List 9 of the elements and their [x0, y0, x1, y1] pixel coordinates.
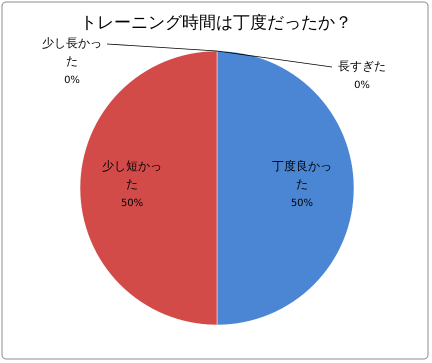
chart-title: トレーニング時間は丁度だったか？: [80, 13, 352, 33]
category-label: 長すぎた: [338, 59, 386, 73]
text: 0%: [354, 80, 370, 91]
slice-label: 少し短かった: [102, 159, 162, 191]
data-label: 50%: [120, 198, 144, 209]
category-label: 少し長かった: [42, 36, 102, 68]
slice-label: 丁度良かった: [272, 159, 332, 191]
data-label: 50%: [290, 198, 314, 209]
text: 0%: [64, 75, 80, 86]
